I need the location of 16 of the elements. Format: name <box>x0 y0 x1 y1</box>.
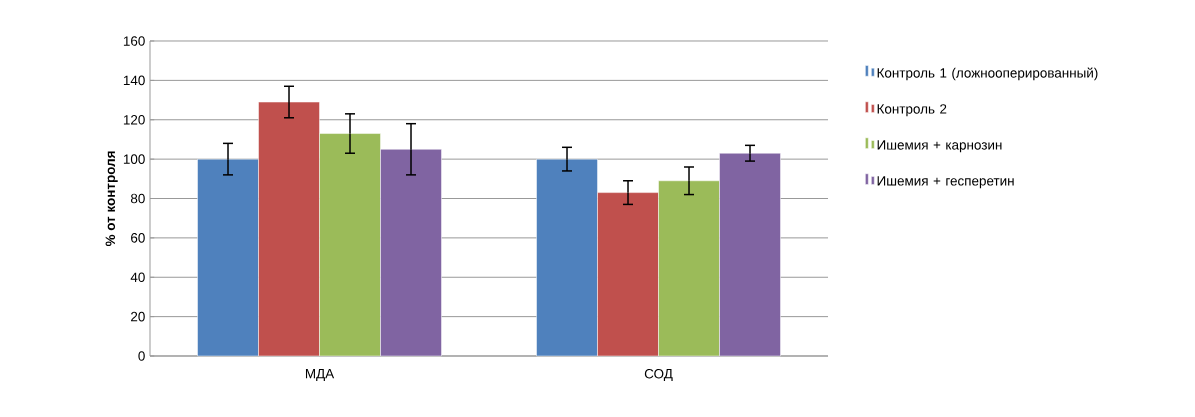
y-tick-label: 140 <box>123 75 145 86</box>
legend-label: Контроль 1 (ложнооперированный) <box>877 67 1098 81</box>
legend-label: Контроль 2 <box>877 104 947 117</box>
y-tick-label: 60 <box>131 233 145 243</box>
y-axis-title: % от контроля <box>105 151 118 247</box>
y-tick-label: 0 <box>138 351 145 361</box>
y-tick-label: 80 <box>130 193 145 204</box>
legend-label: Ишемия + карнозин <box>877 140 1002 153</box>
y-tick-label: 100 <box>123 154 145 164</box>
x-tick-label: МДА <box>305 368 335 381</box>
y-tick-label: 160 <box>123 36 145 46</box>
y-tick-label: 20 <box>131 311 145 322</box>
x-tick-label: СОД <box>644 368 673 382</box>
y-tick-label: 40 <box>130 272 145 282</box>
y-tick-label: 120 <box>123 114 145 125</box>
legend-label: Ишемия + гесперетин <box>877 176 1014 189</box>
